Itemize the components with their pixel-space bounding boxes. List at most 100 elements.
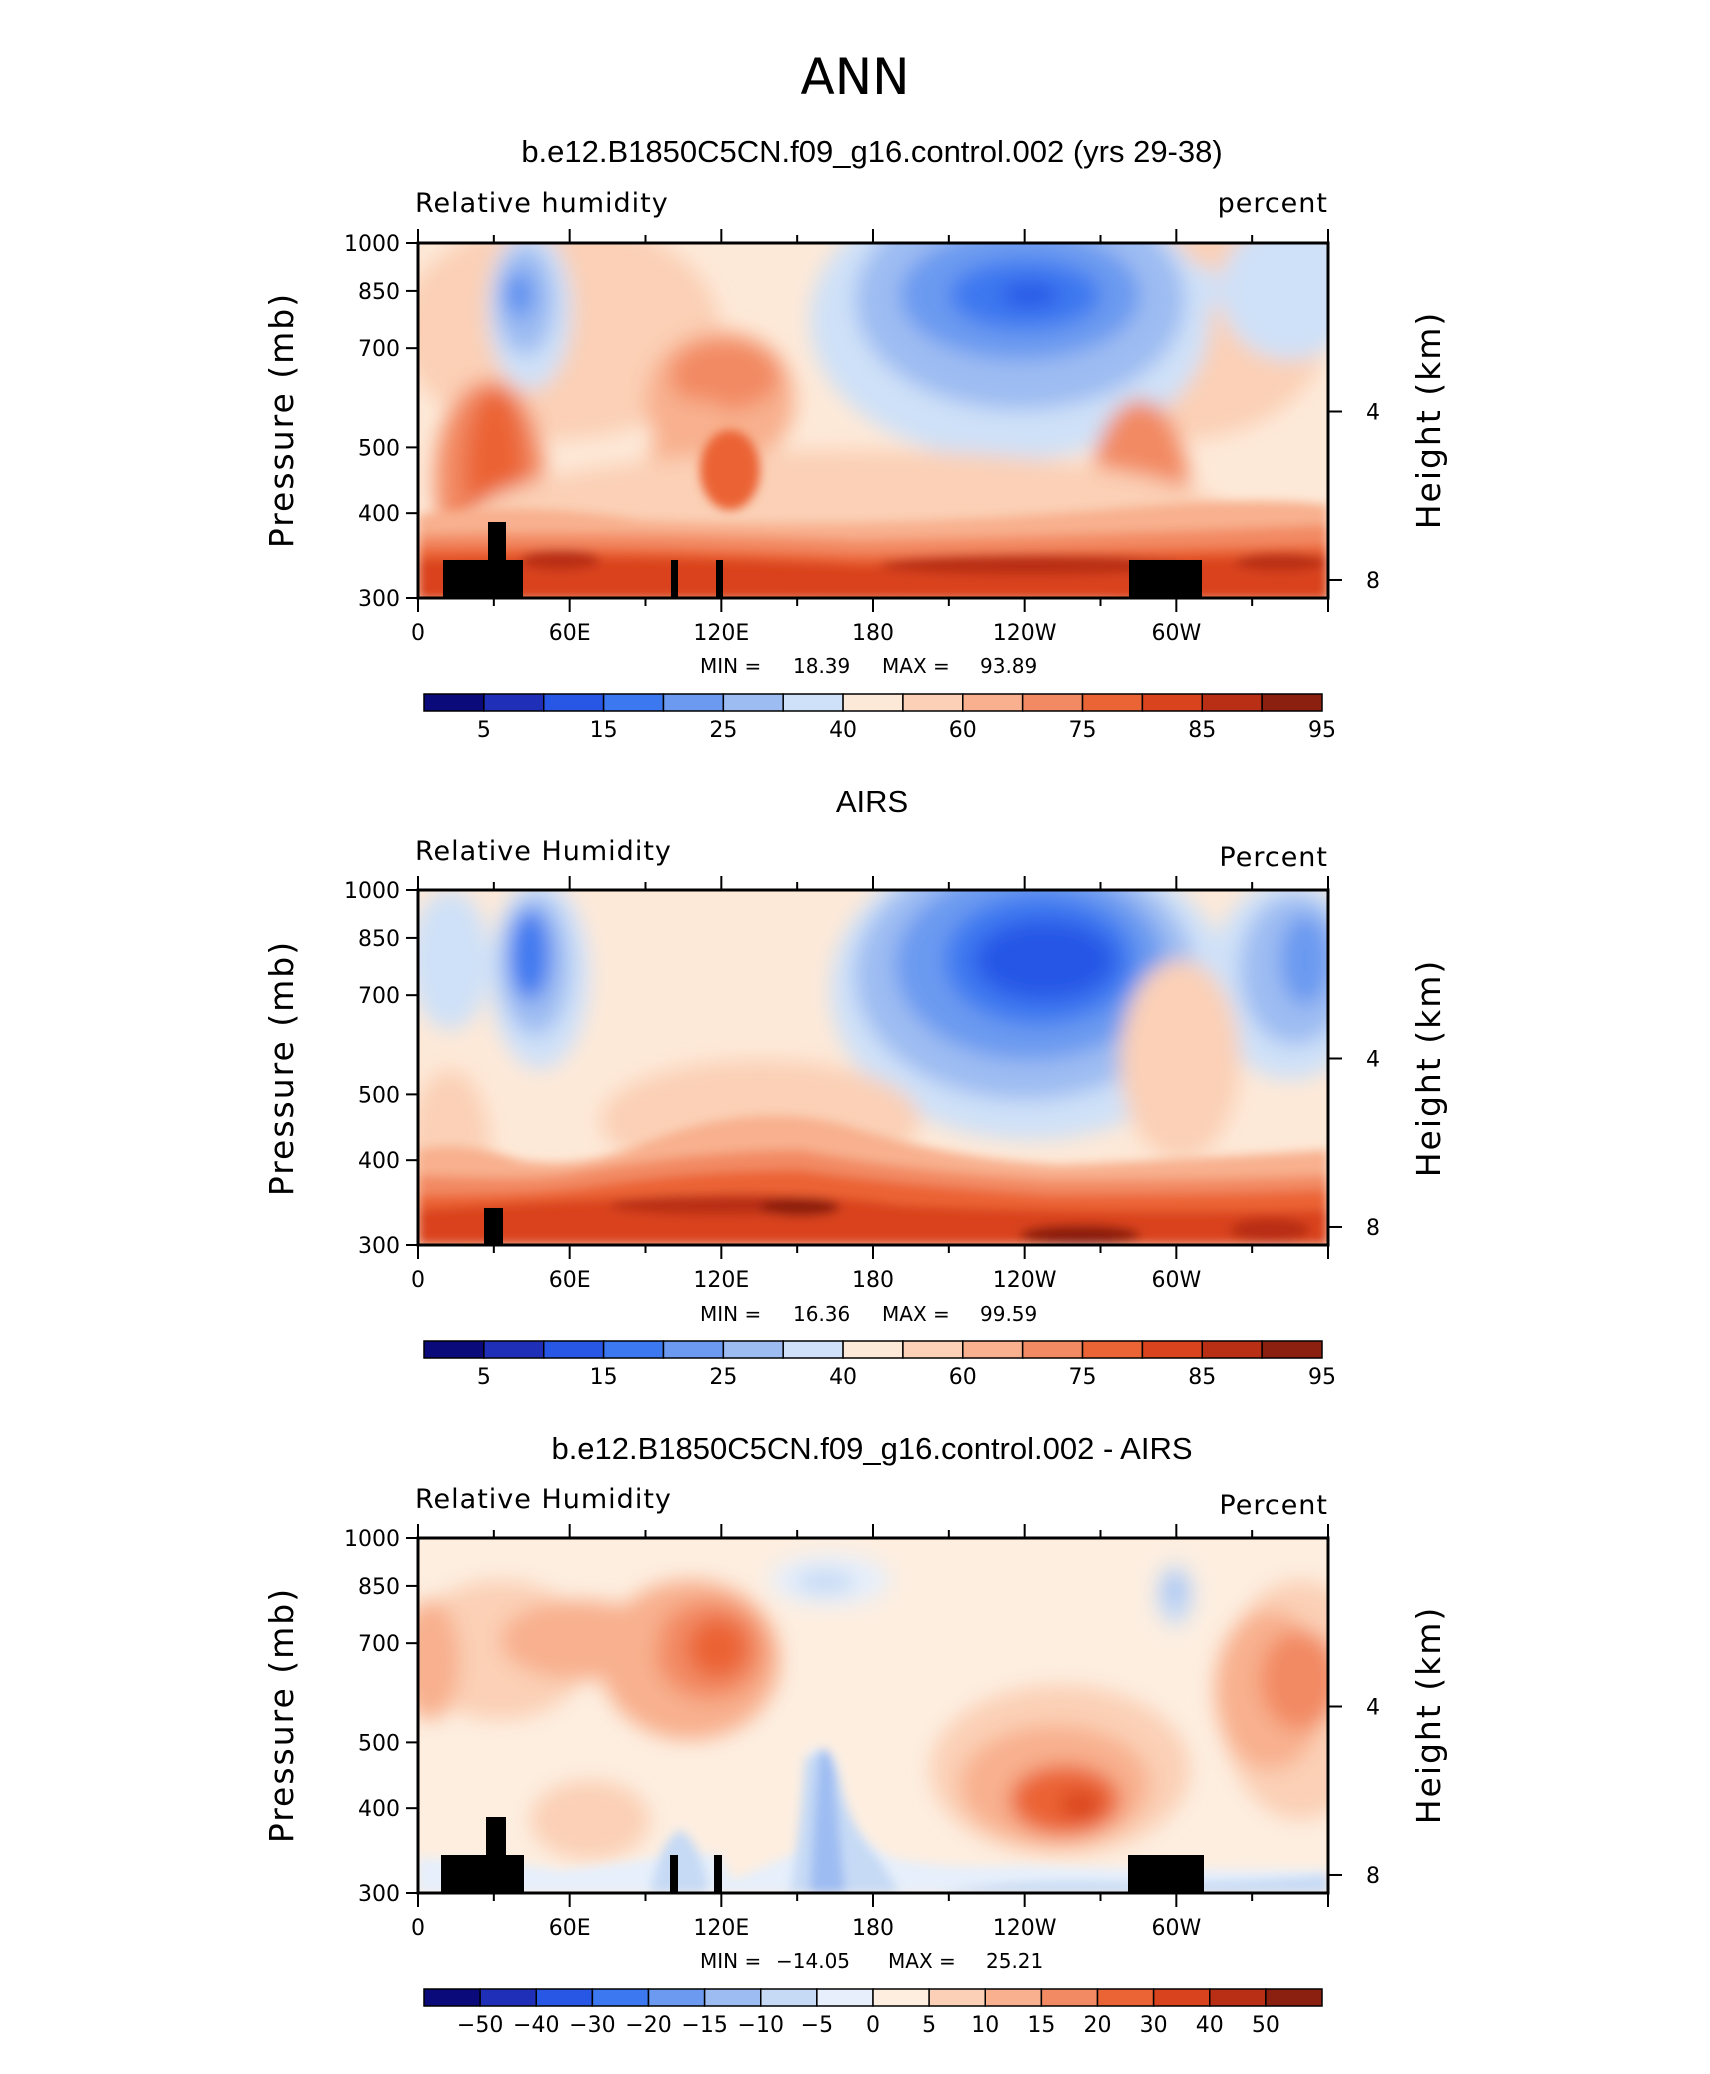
colorbar-swatch — [1021, 1340, 1084, 1359]
colorbar-swatch — [423, 1988, 481, 2007]
colorbar-swatch — [902, 693, 964, 712]
colorbar-swatch — [602, 693, 665, 712]
figure-title: ANN — [800, 48, 909, 106]
x-tick-label: 120E — [693, 621, 749, 646]
colorbar: −50 −40 −30 −20 −15 −10 −5 0 5 10 15 20 30 40 50 — [423, 1988, 1323, 2038]
x-tick-label: 0 — [411, 1268, 425, 1293]
colorbar-swatch — [782, 1340, 844, 1359]
panel-difference: b.e12.B1850C5CN.f09_g16.control.002 - AI… — [262, 1431, 1448, 2038]
colorbar-swatch — [423, 693, 485, 712]
colorbar-swatch — [842, 1340, 904, 1359]
units-label: percent — [1218, 188, 1328, 219]
max-value: 25.21 — [986, 1949, 1043, 1973]
colorbar-label: 15 — [590, 718, 618, 743]
y-tick-label: 700 — [358, 337, 400, 362]
colorbar-swatch — [662, 693, 725, 712]
x-tick-label: 60W — [1151, 621, 1201, 646]
contour-field — [418, 1538, 1328, 1893]
y-tick-label: 1000 — [344, 232, 400, 257]
x-tick-label: 120E — [693, 1268, 749, 1293]
colorbar-label: 30 — [1140, 2013, 1168, 2038]
min-value: 18.39 — [793, 654, 850, 678]
y-tick-label: 1000 — [344, 879, 400, 904]
colorbar-swatch — [722, 693, 784, 712]
x-tick-label: 120W — [993, 1916, 1057, 1941]
panel-title: b.e12.B1850C5CN.f09_g16.control.002 - AI… — [551, 1431, 1192, 1466]
colorbar-swatch — [483, 1340, 545, 1359]
colorbar-label: 50 — [1252, 2013, 1280, 2038]
colorbar-swatch — [479, 1988, 537, 2007]
x-tick-label: 120W — [993, 1268, 1057, 1293]
colorbar-label: 60 — [949, 1365, 977, 1390]
min-value: 16.36 — [793, 1302, 850, 1326]
y-axis-label: Pressure (mb) — [262, 1587, 301, 1843]
y-tick-label: 850 — [358, 1575, 400, 1600]
contour-field — [418, 243, 1328, 598]
max-value: 93.89 — [980, 654, 1037, 678]
colorbar-swatch — [1265, 1988, 1323, 2007]
colorbar-swatch — [662, 1340, 725, 1359]
x-tick-label: 0 — [411, 1916, 425, 1941]
colorbar-label: 20 — [1084, 2013, 1112, 2038]
colorbar-label: 0 — [866, 2013, 880, 2038]
y-tick-label: 300 — [358, 1882, 400, 1907]
max-label: MAX = — [882, 1302, 950, 1326]
x-tick-label: 180 — [852, 1268, 894, 1293]
y-tick-label: 500 — [358, 1731, 400, 1756]
colorbar-swatch — [703, 1988, 762, 2007]
colorbar-swatch — [483, 693, 545, 712]
colorbar-label: 40 — [1196, 2013, 1224, 2038]
min-label: MIN = — [700, 654, 761, 678]
colorbar-swatch — [962, 693, 1024, 712]
colorbar-swatch — [842, 693, 904, 712]
colorbar-swatch — [1201, 693, 1263, 712]
y2-tick-label: 4 — [1366, 1695, 1380, 1720]
y-tick-label: 300 — [358, 587, 400, 612]
colorbar-swatch — [902, 1340, 964, 1359]
y2-tick-label: 8 — [1366, 1216, 1380, 1241]
y-tick-label: 850 — [358, 280, 400, 305]
colorbar-label: 75 — [1069, 1365, 1097, 1390]
y-tick-label: 400 — [358, 1149, 400, 1174]
colorbar-label: −50 — [457, 2013, 503, 2038]
panel-title: b.e12.B1850C5CN.f09_g16.control.002 (yrs… — [521, 134, 1222, 169]
y-tick-label: 850 — [358, 927, 400, 952]
colorbar-swatch — [962, 1340, 1024, 1359]
colorbar-label: 40 — [829, 1365, 857, 1390]
colorbar-swatch — [1201, 1340, 1263, 1359]
colorbar-label: 40 — [829, 718, 857, 743]
y-tick-label: 700 — [358, 1632, 400, 1657]
colorbar-swatch — [535, 1988, 594, 2007]
colorbar-swatch — [1209, 1988, 1267, 2007]
colorbar-label: −30 — [569, 2013, 615, 2038]
units-label: Percent — [1219, 842, 1328, 873]
y-tick-label: 300 — [358, 1234, 400, 1259]
colorbar-label: 25 — [709, 1365, 737, 1390]
colorbar-swatch — [1096, 1988, 1155, 2007]
y2-axis-label: Height (km) — [1409, 1606, 1448, 1825]
colorbar-swatch — [1141, 693, 1204, 712]
min-label: MIN = — [700, 1949, 761, 1973]
land-mask — [484, 1208, 503, 1245]
y2-tick-label: 8 — [1366, 569, 1380, 594]
min-label: MIN = — [700, 1302, 761, 1326]
land-mask — [441, 1817, 1204, 1893]
units-label: Percent — [1219, 1490, 1328, 1521]
colorbar-swatch — [782, 693, 844, 712]
y-tick-label: 500 — [358, 436, 400, 461]
variable-label: Relative humidity — [415, 188, 669, 219]
colorbar-label: 15 — [590, 1365, 618, 1390]
max-label: MAX = — [882, 654, 950, 678]
colorbar-swatch — [1261, 1340, 1323, 1359]
colorbar-swatch — [647, 1988, 706, 2007]
colorbar-label: 15 — [1027, 2013, 1055, 2038]
colorbar-swatch — [591, 1988, 650, 2007]
colorbar-label: 95 — [1308, 718, 1336, 743]
colorbar-label: 60 — [949, 718, 977, 743]
colorbar-swatch — [1021, 693, 1084, 712]
colorbar-swatch — [1081, 693, 1144, 712]
colorbar-label: −5 — [801, 2013, 833, 2038]
colorbar-swatch — [423, 1340, 485, 1359]
colorbar-label: 85 — [1188, 718, 1216, 743]
